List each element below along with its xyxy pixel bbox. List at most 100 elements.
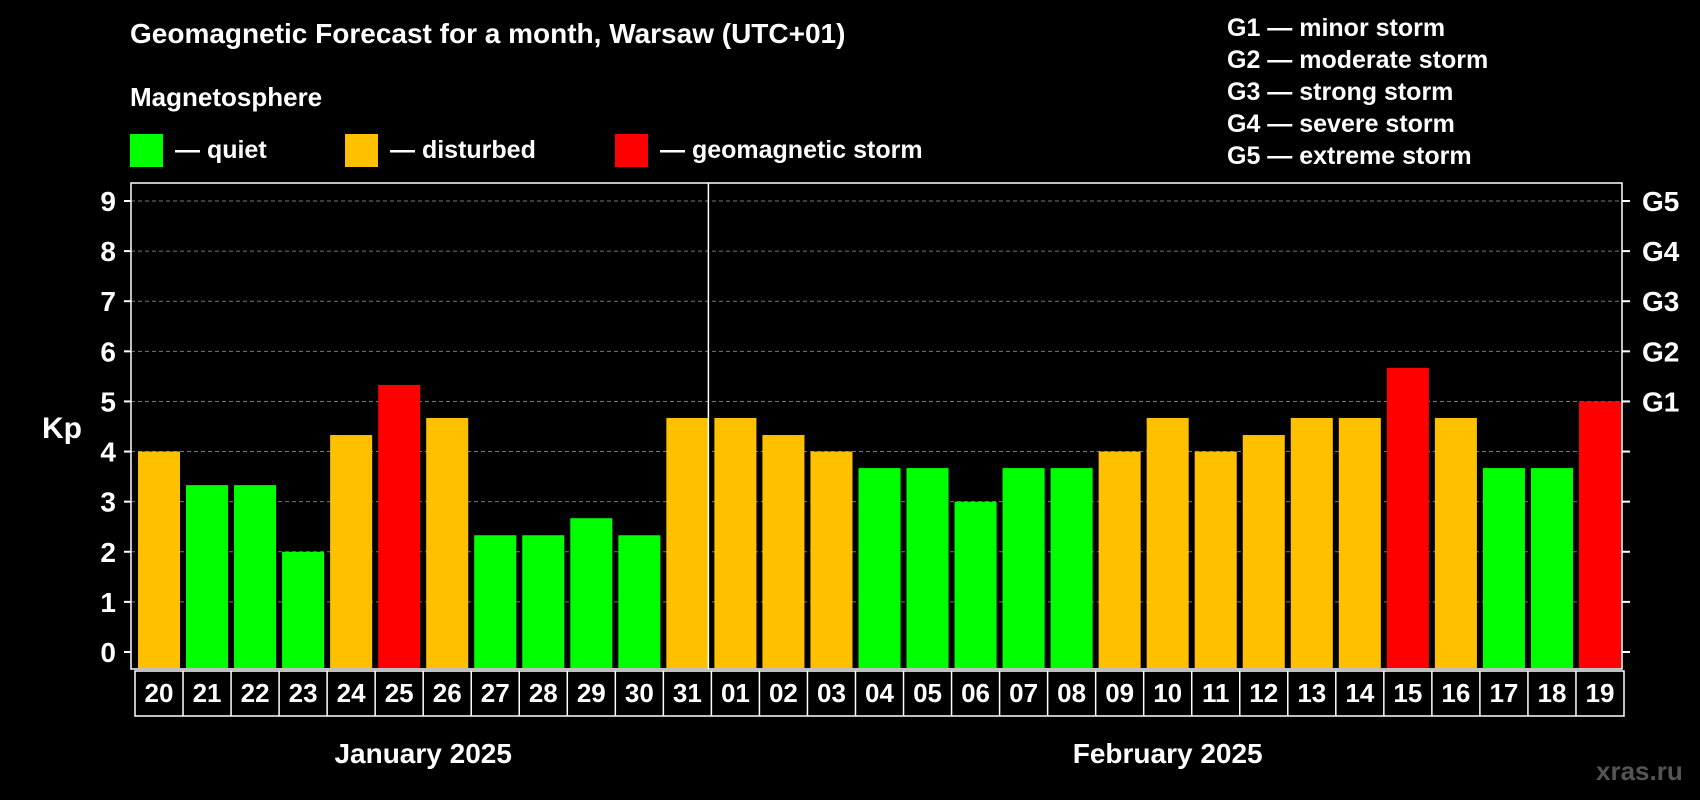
legend-quiet: — quiet bbox=[130, 133, 267, 167]
kp-bar bbox=[1242, 435, 1285, 668]
g-scale-label: G1 bbox=[1642, 386, 1679, 417]
legend-storm-label: — geomagnetic storm bbox=[660, 135, 923, 164]
date-label: 16 bbox=[1441, 678, 1470, 708]
date-label: 27 bbox=[481, 678, 510, 708]
y-tick-label: 4 bbox=[100, 437, 116, 468]
y-tick-label: 1 bbox=[100, 587, 116, 618]
date-label: 29 bbox=[577, 678, 606, 708]
date-label: 31 bbox=[673, 678, 702, 708]
kp-bar bbox=[954, 501, 997, 668]
kp-bar bbox=[474, 535, 517, 668]
y-tick-label: 7 bbox=[100, 286, 116, 317]
date-label: 05 bbox=[913, 678, 942, 708]
kp-bar bbox=[426, 417, 469, 668]
date-label: 07 bbox=[1009, 678, 1038, 708]
date-label: 24 bbox=[337, 678, 366, 708]
y-tick-label: 5 bbox=[100, 386, 116, 417]
g3-legend: G3 — strong storm bbox=[1227, 78, 1454, 106]
kp-bar bbox=[618, 535, 661, 668]
legend-quiet-label: — quiet bbox=[175, 135, 267, 164]
kp-bar bbox=[1530, 468, 1573, 668]
kp-bar bbox=[1098, 451, 1141, 668]
kp-bar bbox=[138, 451, 181, 668]
y-tick-label: 2 bbox=[100, 537, 116, 568]
kp-bar bbox=[570, 518, 613, 668]
kp-bar bbox=[234, 485, 277, 668]
date-label: 06 bbox=[961, 678, 990, 708]
kp-bar bbox=[1050, 468, 1093, 668]
date-label: 15 bbox=[1393, 678, 1422, 708]
legend-disturbed-swatch bbox=[345, 133, 378, 167]
g-scale-label: G5 bbox=[1642, 186, 1679, 217]
y-tick-label: 3 bbox=[100, 487, 116, 518]
date-label: 14 bbox=[1345, 678, 1374, 708]
date-label: 22 bbox=[241, 678, 270, 708]
kp-bar bbox=[1434, 417, 1477, 668]
legend-storm: — geomagnetic storm bbox=[615, 133, 923, 167]
kp-bar bbox=[330, 435, 373, 668]
date-label: 13 bbox=[1297, 678, 1326, 708]
watermark: xras.ru bbox=[1596, 756, 1683, 786]
kp-bar bbox=[1290, 417, 1333, 668]
kp-bar bbox=[858, 468, 901, 668]
date-label: 28 bbox=[529, 678, 558, 708]
legend-disturbed: — disturbed bbox=[345, 133, 536, 167]
date-label: 17 bbox=[1489, 678, 1518, 708]
date-label: 01 bbox=[721, 678, 750, 708]
kp-bar bbox=[714, 417, 757, 668]
date-label: 26 bbox=[433, 678, 462, 708]
legend-quiet-swatch bbox=[130, 133, 163, 167]
kp-bar bbox=[666, 417, 709, 668]
plot-frame bbox=[130, 182, 1623, 670]
date-label: 20 bbox=[145, 678, 174, 708]
month-label: January 2025 bbox=[334, 738, 511, 769]
g-scale-label: G2 bbox=[1642, 336, 1679, 367]
kp-bar bbox=[522, 535, 565, 668]
kp-bar bbox=[1338, 417, 1381, 668]
y-tick-label: 6 bbox=[100, 336, 116, 367]
legend-subtitle: Magnetosphere bbox=[130, 82, 323, 112]
kp-bar bbox=[1194, 451, 1237, 668]
date-label: 10 bbox=[1153, 678, 1182, 708]
g2-legend: G2 — moderate storm bbox=[1227, 46, 1489, 74]
storm-scale-legend: G1 — minor storm G2 — moderate storm G3 … bbox=[1227, 12, 1488, 172]
date-label: 02 bbox=[769, 678, 798, 708]
kp-bar bbox=[810, 451, 853, 668]
chart-title: Geomagnetic Forecast for a month, Warsaw… bbox=[130, 18, 846, 49]
date-label: 21 bbox=[193, 678, 222, 708]
month-label: February 2025 bbox=[1073, 738, 1263, 769]
g-scale-label: G3 bbox=[1642, 286, 1679, 317]
kp-bar bbox=[1386, 367, 1429, 668]
date-label: 09 bbox=[1105, 678, 1134, 708]
date-label: 18 bbox=[1537, 678, 1566, 708]
g5-legend: G5 — extreme storm bbox=[1227, 142, 1472, 170]
legend-storm-swatch bbox=[615, 133, 648, 167]
kp-bar bbox=[1002, 468, 1045, 668]
kp-bar bbox=[1146, 417, 1189, 668]
kp-bar bbox=[906, 468, 949, 668]
y-tick-label: 8 bbox=[100, 236, 116, 267]
y-tick-label: 9 bbox=[100, 186, 116, 217]
date-label: 30 bbox=[625, 678, 654, 708]
kp-bar bbox=[186, 485, 229, 668]
g1-legend: G1 — minor storm bbox=[1227, 14, 1446, 42]
date-label: 19 bbox=[1586, 678, 1615, 708]
date-label: 04 bbox=[865, 678, 894, 708]
date-label: 08 bbox=[1057, 678, 1086, 708]
kp-bar bbox=[1578, 401, 1621, 668]
kp-bar bbox=[1482, 468, 1525, 668]
date-label: 03 bbox=[817, 678, 846, 708]
date-axis-frame bbox=[134, 670, 1625, 717]
date-label: 25 bbox=[385, 678, 414, 708]
date-label: 12 bbox=[1249, 678, 1278, 708]
kp-bar bbox=[762, 435, 805, 668]
g4-legend: G4 — severe storm bbox=[1227, 110, 1455, 138]
legend-disturbed-label: — disturbed bbox=[390, 135, 536, 164]
g-scale-label: G4 bbox=[1642, 236, 1680, 267]
date-label: 11 bbox=[1202, 678, 1230, 708]
y-tick-label: 0 bbox=[100, 637, 116, 668]
y-axis-label: Kp bbox=[42, 412, 82, 445]
kp-bar bbox=[378, 384, 421, 668]
kp-bar bbox=[282, 551, 325, 668]
